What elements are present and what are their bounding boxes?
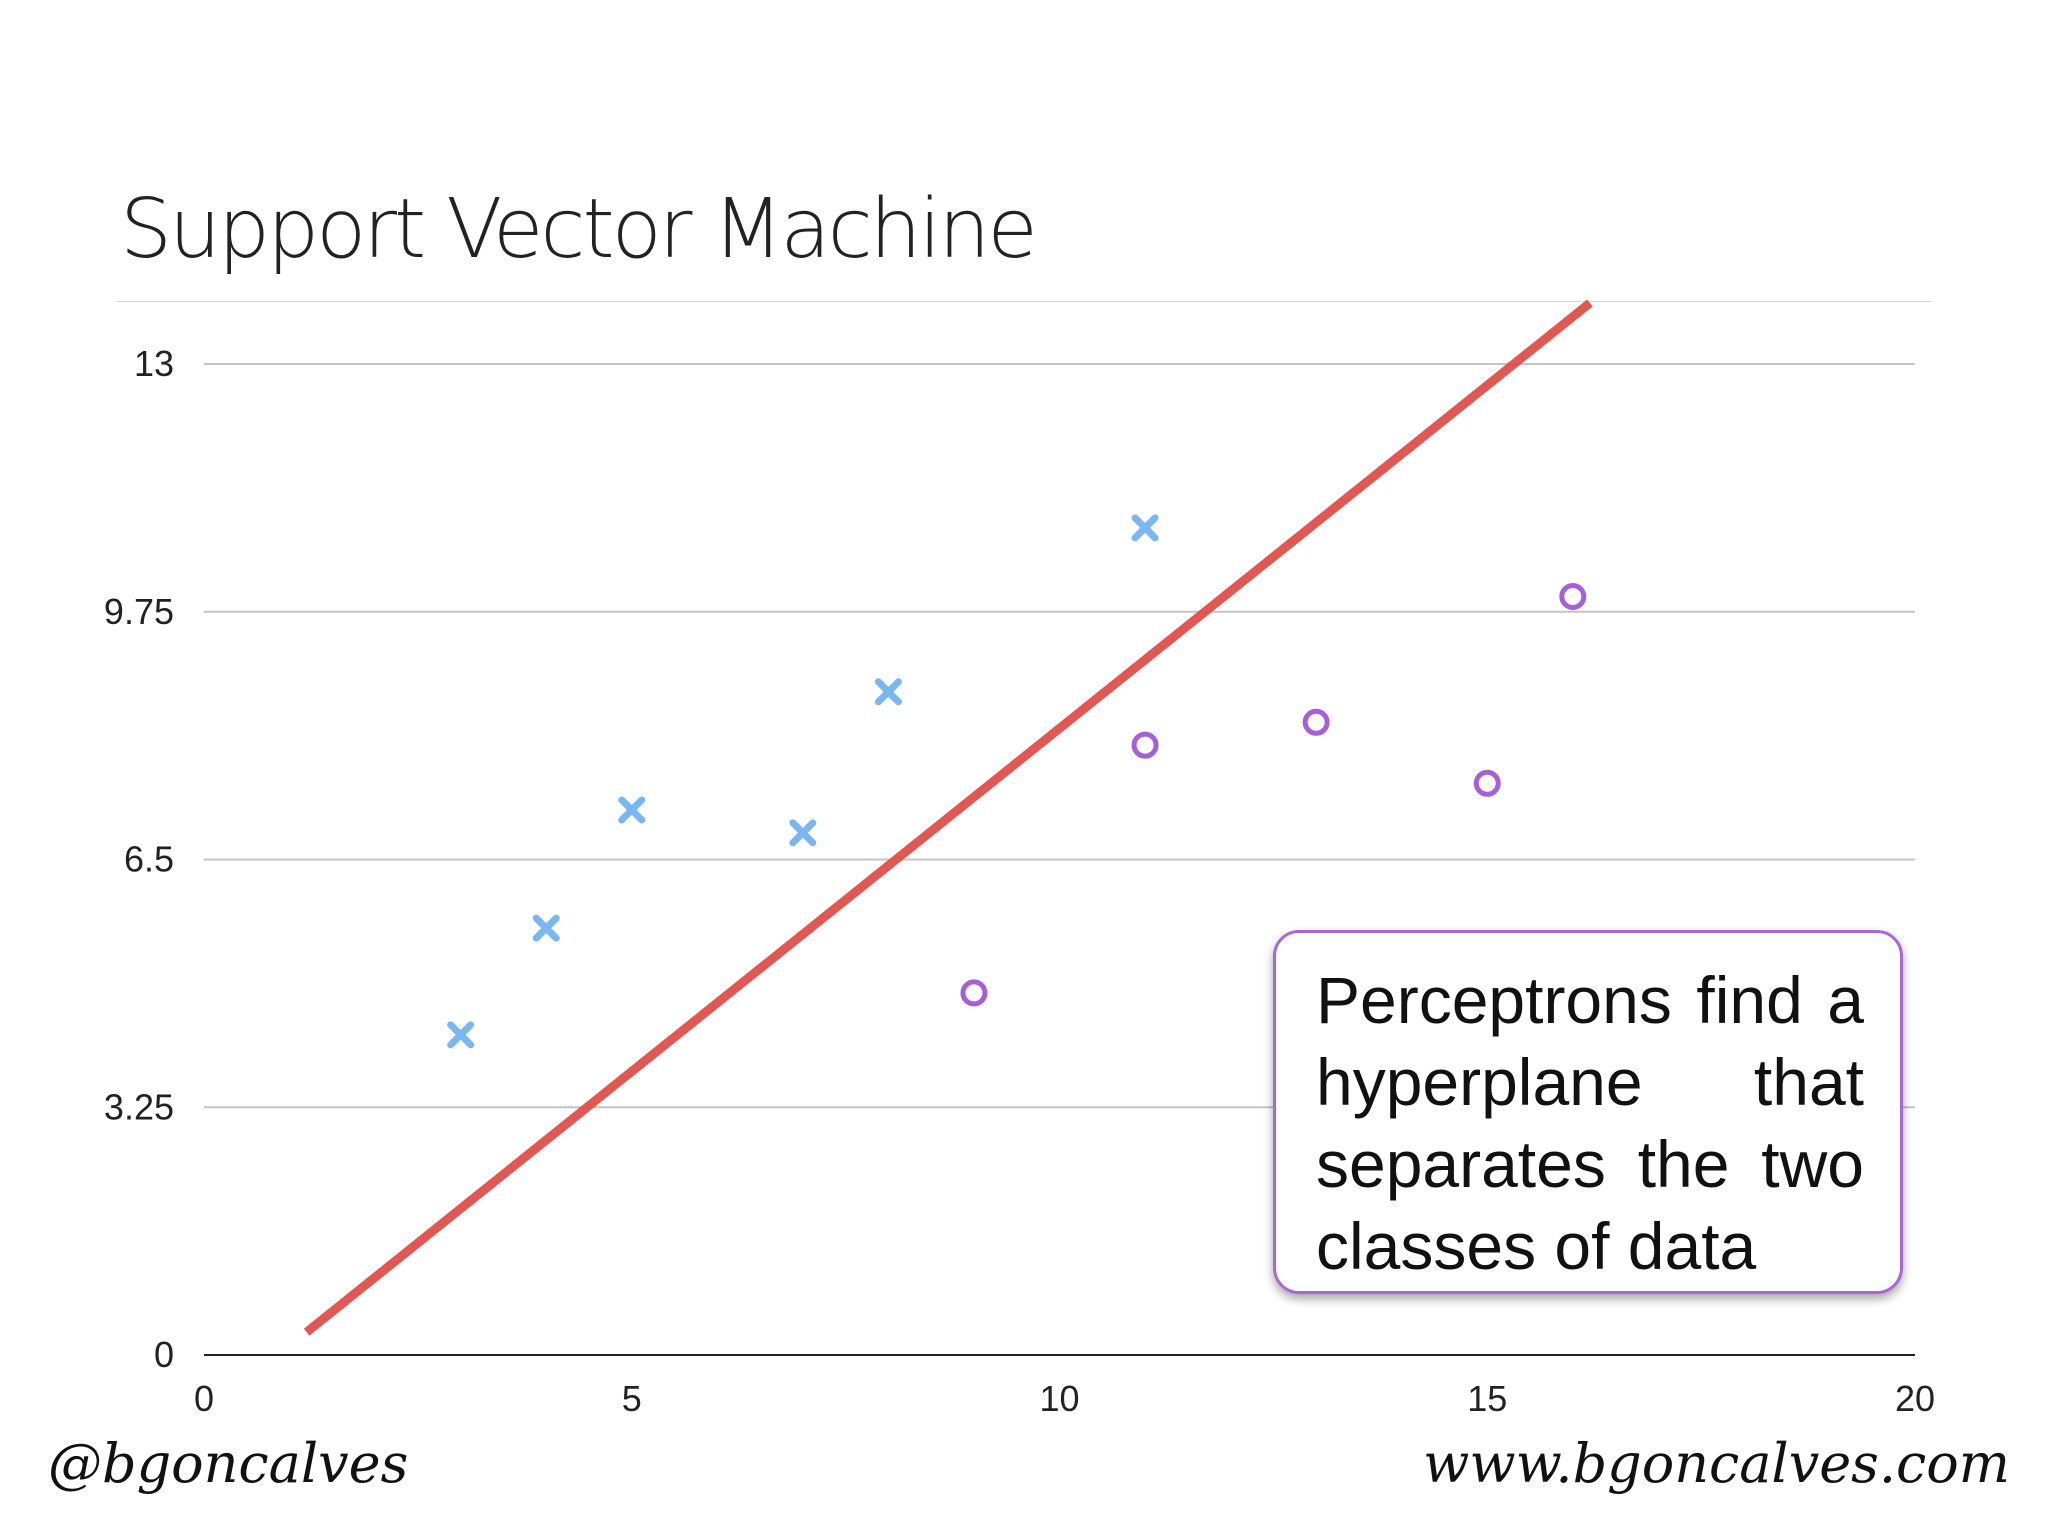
title-divider xyxy=(116,301,1932,302)
callout-text: Perceptrons find a hyperplane that separ… xyxy=(1316,963,1864,1283)
y-tick-label: 6.5 xyxy=(124,839,174,880)
x-tick-label: 15 xyxy=(1467,1378,1507,1419)
footer-handle: @bgoncalves xyxy=(48,1432,409,1495)
x-tick-label: 20 xyxy=(1895,1378,1935,1419)
x-tick-label: 0 xyxy=(194,1378,214,1419)
circle-icon xyxy=(960,979,988,1007)
separating-hyperplane-line xyxy=(303,299,1593,1336)
circle-icon xyxy=(1131,731,1159,759)
data-points xyxy=(447,514,1587,1049)
y-tick-label: 13 xyxy=(134,343,174,384)
slide-title: Support Vector Machine xyxy=(120,182,1038,277)
x-icon-stroke xyxy=(1131,514,1159,542)
x-icon xyxy=(618,796,646,824)
separator-line xyxy=(303,299,1593,1336)
x-icon-stroke xyxy=(874,678,902,706)
footer-website: www.bgoncalves.com xyxy=(1423,1432,2010,1495)
x-tick-label: 10 xyxy=(1039,1378,1079,1419)
x-icon xyxy=(789,819,817,847)
circle-icon xyxy=(1302,708,1330,736)
x-icon xyxy=(447,1021,475,1049)
x-tick-label: 5 xyxy=(622,1378,642,1419)
x-icon-stroke xyxy=(532,914,560,942)
tick-labels: 0 3.25 6.5 9.75 13 0 5 10 15 20 xyxy=(104,343,1935,1419)
callout-box: Perceptrons find a hyperplane that separ… xyxy=(1273,930,1903,1294)
circle-icon xyxy=(1473,769,1501,797)
x-icon xyxy=(532,914,560,942)
x-icon-stroke xyxy=(447,1021,475,1049)
x-icon-stroke xyxy=(789,819,817,847)
x-icon xyxy=(1131,514,1159,542)
x-icon-stroke xyxy=(618,796,646,824)
circle-icon xyxy=(1559,583,1587,611)
y-tick-label: 0 xyxy=(154,1334,174,1375)
x-icon xyxy=(874,678,902,706)
y-tick-label: 9.75 xyxy=(104,591,174,632)
y-tick-label: 3.25 xyxy=(104,1086,174,1127)
